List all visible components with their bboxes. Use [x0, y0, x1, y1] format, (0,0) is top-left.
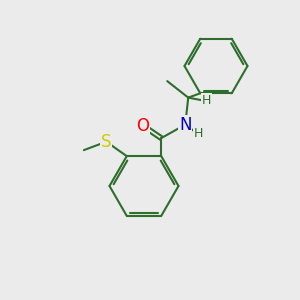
Text: H: H	[194, 127, 203, 140]
Text: S: S	[101, 133, 112, 151]
Text: O: O	[136, 116, 149, 134]
Text: H: H	[202, 94, 211, 107]
Text: N: N	[179, 116, 191, 134]
